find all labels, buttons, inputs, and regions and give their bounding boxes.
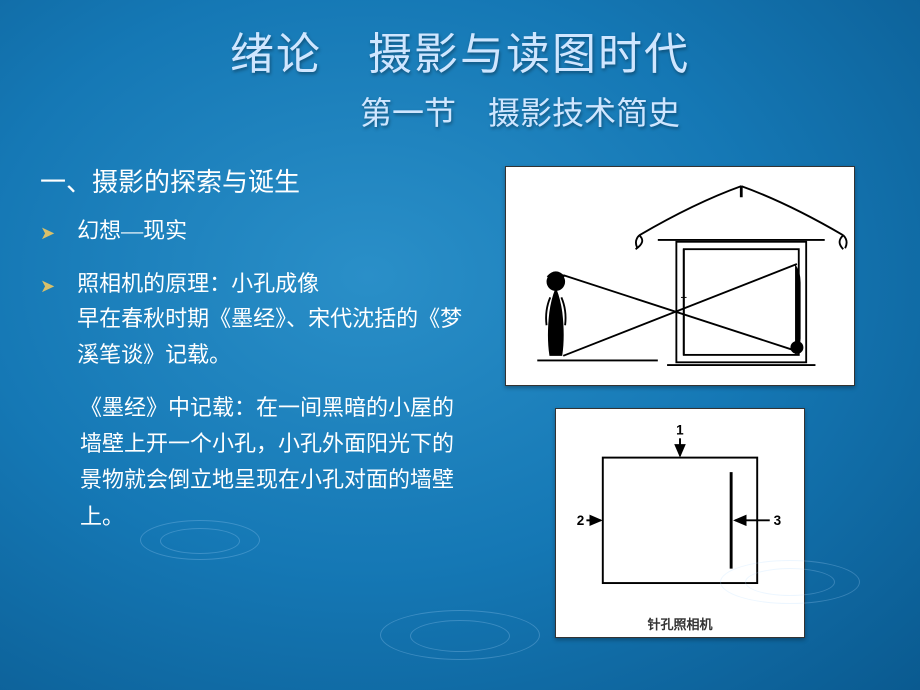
section-heading: 一、摄影的探索与诞生 [40, 162, 470, 199]
bullet-sub: 早在春秋时期《墨经》、宋代沈括的《梦溪笔谈》记载。 [77, 306, 462, 366]
pavilion-diagram [514, 175, 848, 379]
label-3: 3 [774, 513, 782, 528]
subtitle: 第一节 摄影技术简史 [120, 88, 920, 134]
title-block: 绪论 摄影与读图时代 第一节 摄影技术简史 [0, 0, 920, 134]
label-1: 1 [676, 422, 684, 437]
bullet-item: ➤ 幻想—现实 [40, 213, 470, 248]
label-2: 2 [577, 513, 585, 528]
bullet-arrow-icon: ➤ [40, 272, 55, 301]
main-title: 绪论 摄影与读图时代 [0, 18, 920, 82]
content-row: 一、摄影的探索与诞生 ➤ 幻想—现实 ➤ 照相机的原理：小孔成像 早在春秋时期《… [0, 162, 920, 638]
bullet-list: ➤ 幻想—现实 ➤ 照相机的原理：小孔成像 早在春秋时期《墨经》、宋代沈括的《梦… [40, 213, 470, 372]
paragraph: 《墨经》中记载：在一间黑暗的小屋的墙壁上开一个小孔，小孔外面阳光下的景物就会倒立… [80, 390, 470, 535]
pinhole-camera-diagram: 1 2 3 [565, 419, 795, 612]
bullet-arrow-icon: ➤ [40, 219, 55, 248]
figure-pinhole-camera: 1 2 3 针孔照相机 [555, 408, 805, 638]
left-column: 一、摄影的探索与诞生 ➤ 幻想—现实 ➤ 照相机的原理：小孔成像 早在春秋时期《… [0, 162, 480, 638]
figure-pavilion [505, 166, 855, 386]
bullet-item: ➤ 照相机的原理：小孔成像 早在春秋时期《墨经》、宋代沈括的《梦溪笔谈》记载。 [40, 266, 470, 372]
bullet-text: 照相机的原理：小孔成像 早在春秋时期《墨经》、宋代沈括的《梦溪笔谈》记载。 [77, 266, 470, 372]
right-column: 1 2 3 针孔照相机 [480, 162, 880, 638]
bullet-main: 照相机的原理：小孔成像 [77, 271, 319, 296]
bullet-text: 幻想—现实 [77, 213, 470, 248]
figure2-caption: 针孔照相机 [647, 614, 712, 633]
